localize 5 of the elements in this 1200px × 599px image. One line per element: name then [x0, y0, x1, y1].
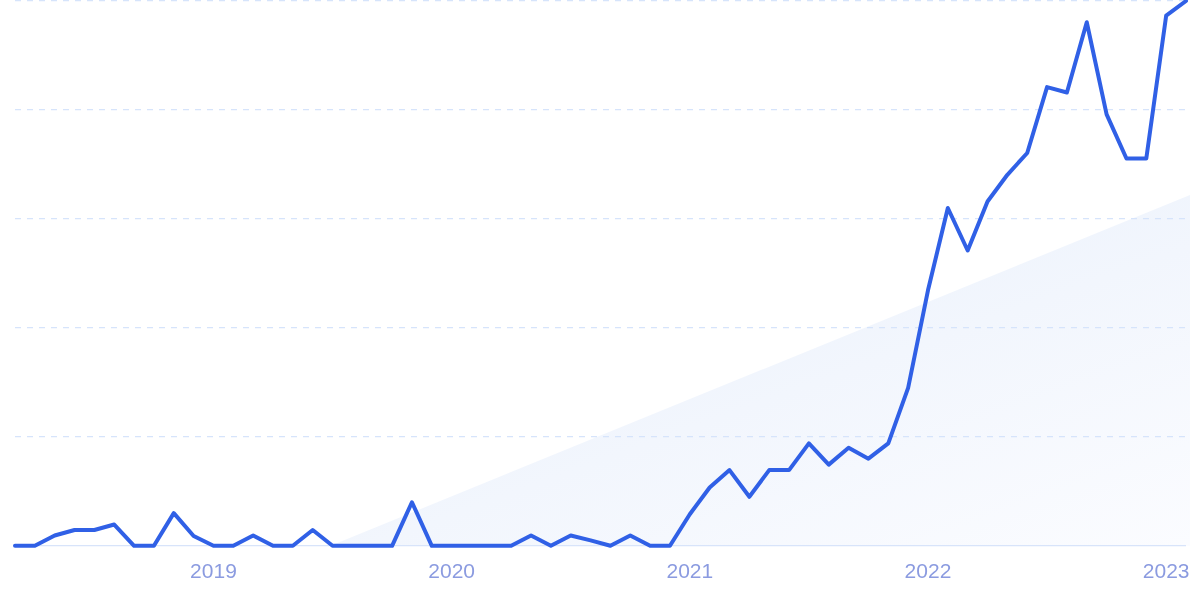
x-tick-label: 2019 — [190, 559, 237, 583]
x-tick-label: 2022 — [904, 559, 952, 583]
x-tick-label: 2020 — [428, 559, 475, 583]
x-tick-label: 2021 — [666, 559, 714, 583]
x-tick-label: 2023 — [1142, 559, 1190, 583]
